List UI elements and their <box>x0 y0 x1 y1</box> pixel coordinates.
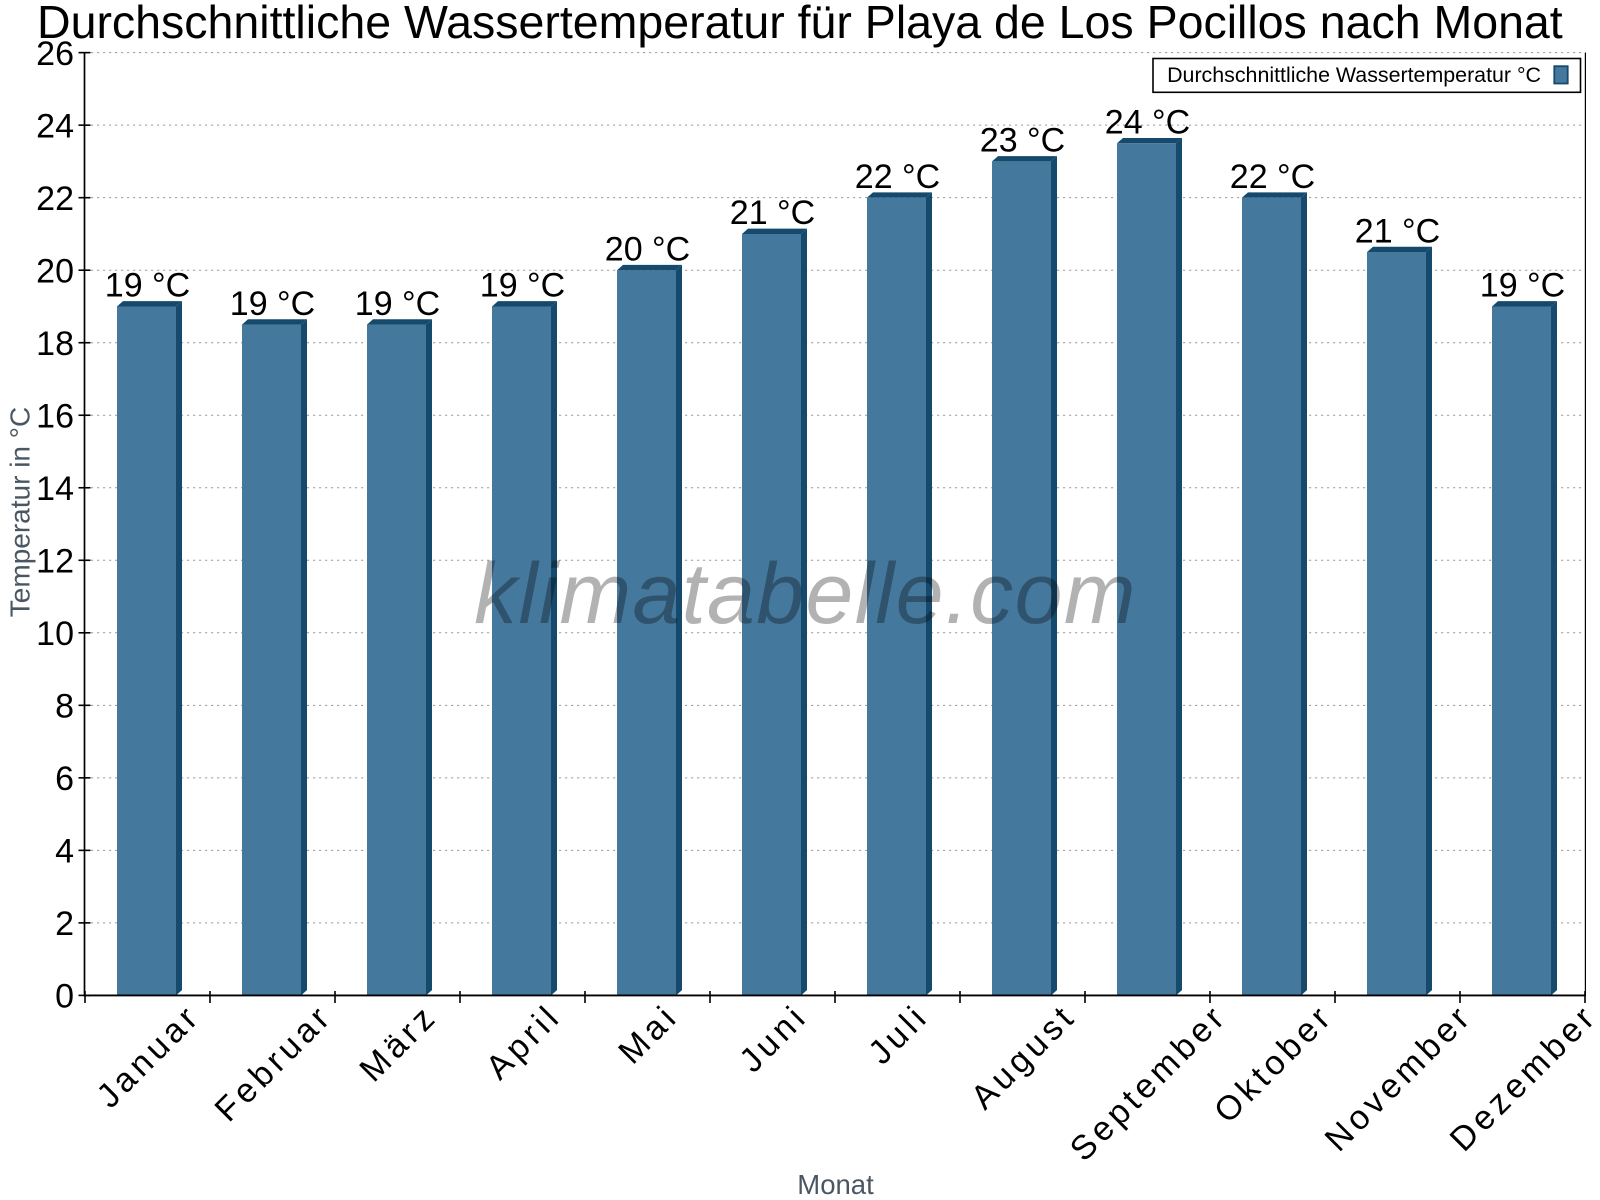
svg-text:22 °C: 22 °C <box>855 158 940 196</box>
svg-text:6: 6 <box>55 760 74 798</box>
svg-text:24: 24 <box>36 107 74 145</box>
svg-text:8: 8 <box>55 688 74 726</box>
svg-text:22: 22 <box>36 180 74 218</box>
svg-text:4: 4 <box>55 833 74 871</box>
svg-text:26: 26 <box>36 35 74 73</box>
svg-text:21 °C: 21 °C <box>730 194 815 232</box>
svg-text:klimatabelle.com: klimatabelle.com <box>474 546 1137 642</box>
svg-text:12: 12 <box>36 542 74 580</box>
svg-text:10: 10 <box>36 615 74 653</box>
svg-text:2: 2 <box>55 905 74 943</box>
svg-text:19 °C: 19 °C <box>230 285 315 323</box>
svg-text:20 °C: 20 °C <box>605 230 690 268</box>
svg-text:20: 20 <box>36 252 74 290</box>
svg-text:16: 16 <box>36 397 74 435</box>
svg-text:19 °C: 19 °C <box>355 285 440 323</box>
svg-text:Temperatur in °C: Temperatur in °C <box>5 407 36 617</box>
svg-text:24 °C: 24 °C <box>1105 103 1190 141</box>
svg-text:18: 18 <box>36 325 74 363</box>
svg-text:Durchschnittliche Wassertemper: Durchschnittliche Wassertemperatur °C <box>1167 63 1541 87</box>
svg-text:23 °C: 23 °C <box>980 122 1065 160</box>
svg-text:21 °C: 21 °C <box>1355 212 1440 250</box>
svg-text:22 °C: 22 °C <box>1230 158 1315 196</box>
svg-text:19 °C: 19 °C <box>1480 267 1565 305</box>
svg-text:0: 0 <box>55 978 74 1016</box>
svg-text:Monat: Monat <box>797 1169 874 1200</box>
svg-text:19 °C: 19 °C <box>480 267 565 305</box>
svg-text:19 °C: 19 °C <box>105 267 190 305</box>
svg-text:Durchschnittliche Wassertemper: Durchschnittliche Wassertemperatur für P… <box>37 0 1563 48</box>
svg-text:14: 14 <box>36 470 74 508</box>
